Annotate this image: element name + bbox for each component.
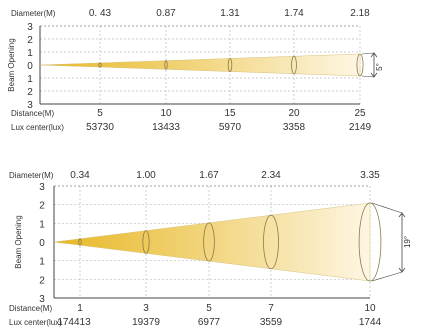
- beam-section-ellipse: [164, 60, 168, 70]
- beam-section-ellipse: [78, 238, 82, 246]
- distance-value: 5: [97, 108, 103, 119]
- distance-value: 10: [160, 108, 172, 119]
- y-tick-label: 3: [39, 294, 45, 305]
- beam-section-ellipse: [291, 55, 297, 75]
- diameter-value: 1.74: [284, 8, 304, 19]
- diameter-value: 1.00: [136, 170, 156, 181]
- lux-value: 2149: [349, 122, 372, 133]
- lux-value: 1744: [359, 317, 382, 328]
- lux-value: 3559: [260, 317, 283, 328]
- distance-value: 10: [364, 303, 376, 314]
- beam-cone: [39, 53, 361, 77]
- lux-value: 53730: [86, 122, 114, 133]
- y-tick-label: 2: [39, 275, 45, 286]
- diameter-value: 0.34: [70, 170, 90, 181]
- y-tick-label: 2: [27, 35, 33, 46]
- beam-section-ellipse: [142, 230, 150, 254]
- beam-section-ellipse: [358, 202, 382, 282]
- diameter-value: 3.35: [360, 170, 380, 181]
- lux-value: 19379: [132, 317, 160, 328]
- angle-guide-top: [371, 202, 403, 214]
- beam-section-ellipse: [203, 222, 215, 262]
- angle-guide-bottom: [371, 271, 403, 282]
- y-tick-label: 1: [27, 74, 33, 85]
- y-tick-label: 3: [27, 22, 33, 33]
- distance-label: Distance(M): [9, 304, 52, 313]
- distance-value: 15: [224, 108, 236, 119]
- beam-section-ellipse: [263, 214, 279, 270]
- distance-value: 3: [143, 303, 149, 314]
- lux-value: 13433: [152, 122, 180, 133]
- beam-angle-label: 5°: [375, 63, 384, 71]
- distance-value: 25: [354, 108, 366, 119]
- angle-guide-bottom: [361, 75, 375, 78]
- y-axis-label: Beam Opening: [7, 38, 16, 91]
- diameter-value: 1.31: [220, 8, 240, 19]
- distance-value: 7: [268, 303, 274, 314]
- y-axis-label: Beam Opening: [14, 215, 23, 268]
- y-tick-label: 3: [27, 100, 33, 111]
- distance-value: 5: [206, 303, 212, 314]
- y-tick-label: 0: [39, 238, 45, 249]
- y-tick-label: 2: [39, 201, 45, 212]
- lux-value: 3358: [283, 122, 306, 133]
- y-tick-label: 1: [39, 219, 45, 230]
- y-tick-label: 3: [39, 182, 45, 193]
- y-tick-label: 2: [27, 87, 33, 98]
- lux-value: 5970: [219, 122, 242, 133]
- beam-cone: [53, 202, 371, 282]
- y-tick-label: 0: [27, 61, 33, 72]
- diameter-value: 0. 43: [89, 8, 112, 19]
- beam-angle-label: 19°: [403, 236, 412, 248]
- diameter-label: Diameter(M): [11, 9, 56, 18]
- y-tick-label: 1: [39, 257, 45, 268]
- distance-value: 1: [77, 303, 83, 314]
- lux-value: 174413: [57, 317, 91, 328]
- beam-section-ellipse: [227, 58, 233, 72]
- beam-section-ellipse: [98, 62, 102, 68]
- beam-section-ellipse: [356, 53, 364, 77]
- diameter-value: 2.34: [261, 170, 281, 181]
- angle-guide-top: [361, 52, 375, 55]
- diameter-value: 2.18: [350, 8, 370, 19]
- diameter-value: 1.67: [199, 170, 219, 181]
- y-tick-label: 1: [27, 48, 33, 59]
- lux-label: Lux center(lux): [9, 318, 62, 327]
- distance-label: Distance(M): [11, 109, 54, 118]
- diameter-value: 0.87: [156, 8, 176, 19]
- diameter-label: Diameter(M): [9, 171, 54, 180]
- lux-value: 6977: [198, 317, 221, 328]
- lux-label: Lux center(lux): [11, 123, 64, 132]
- distance-value: 20: [288, 108, 300, 119]
